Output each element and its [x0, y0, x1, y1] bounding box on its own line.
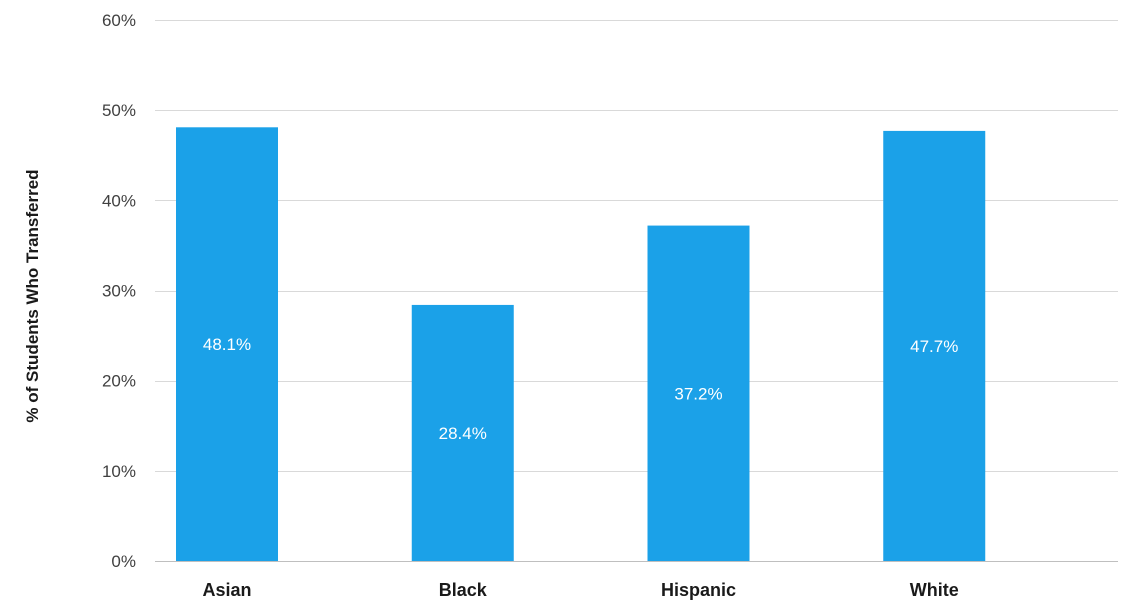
y-tick-label: 50% — [102, 101, 136, 120]
bar-white — [883, 130, 986, 561]
bars — [176, 127, 986, 561]
y-tick-label: 10% — [102, 462, 136, 481]
y-tick-label: 40% — [102, 191, 136, 210]
x-tick-label: Black — [439, 580, 488, 600]
gridlines — [155, 20, 1118, 562]
y-axis-ticks: 0% 10% 20% 30% 40% 50% 60% — [102, 11, 136, 571]
bar-black — [411, 304, 514, 561]
data-label: 37.2% — [674, 384, 722, 403]
y-tick-label: 60% — [102, 11, 136, 30]
data-label: 48.1% — [203, 335, 251, 354]
x-tick-label: Hispanic — [661, 580, 736, 600]
x-tick-label: White — [910, 580, 959, 600]
y-axis-title: % of Students Who Transferred — [23, 169, 42, 422]
x-axis-categories: Asian Black Hispanic White — [202, 580, 958, 600]
y-tick-label: 0% — [111, 552, 136, 571]
data-labels: 48.1% 28.4% 37.2% 47.7% — [203, 335, 958, 443]
data-label: 28.4% — [439, 424, 487, 443]
bar-asian — [176, 127, 278, 561]
data-label: 47.7% — [910, 337, 958, 356]
y-tick-label: 30% — [102, 282, 136, 301]
bar-hispanic — [647, 225, 750, 561]
x-tick-label: Asian — [202, 580, 251, 600]
y-tick-label: 20% — [102, 372, 136, 391]
